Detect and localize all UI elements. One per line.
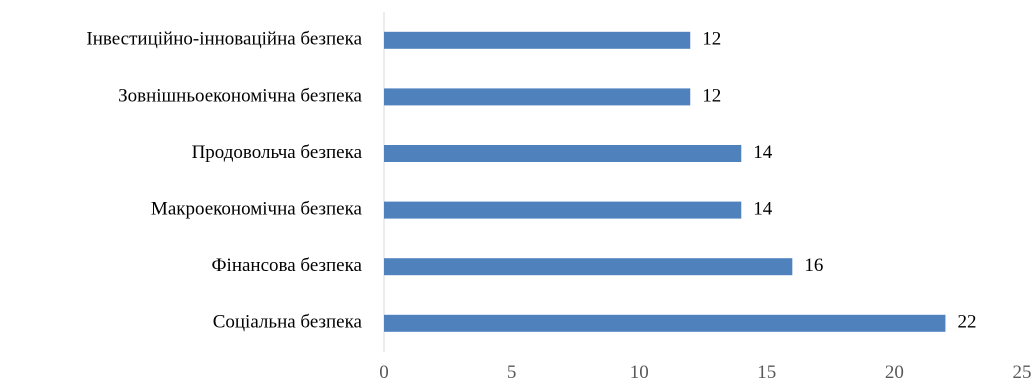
x-tick-labels: 0 5 10 15 20 25: [379, 362, 1031, 383]
x-tick-label: 20: [885, 362, 904, 383]
value-labels: 12 12 14 14 16 22: [702, 29, 976, 333]
category-label: Макроекономічна безпека: [151, 198, 363, 219]
x-tick-label: 10: [630, 362, 649, 383]
bars-group: [384, 31, 946, 332]
data-label: 14: [753, 198, 773, 219]
category-label: Зовнішньоекономічна безпека: [118, 85, 362, 106]
bar: [384, 31, 691, 49]
category-label: Соціальна безпека: [213, 312, 363, 333]
bar: [384, 314, 946, 332]
data-label: 14: [753, 142, 773, 163]
data-label: 16: [804, 255, 823, 276]
bar: [384, 145, 742, 162]
bar: [384, 258, 793, 276]
category-label: Продовольча безпека: [192, 142, 363, 163]
x-tick-label: 15: [757, 362, 776, 383]
data-label: 12: [702, 29, 721, 50]
x-tick-label: 5: [507, 362, 517, 383]
category-labels: Інвестиційно-інноваційна безпека Зовнішнь…: [86, 29, 362, 333]
data-label: 12: [702, 85, 721, 106]
x-tick-label: 25: [1013, 362, 1032, 383]
bar: [384, 201, 742, 219]
data-label: 22: [957, 312, 976, 333]
category-label: Фінансова безпека: [212, 255, 363, 276]
bar: [384, 88, 691, 106]
x-tick-label: 0: [379, 362, 389, 383]
category-label: Інвестиційно-інноваційна безпека: [86, 29, 362, 50]
